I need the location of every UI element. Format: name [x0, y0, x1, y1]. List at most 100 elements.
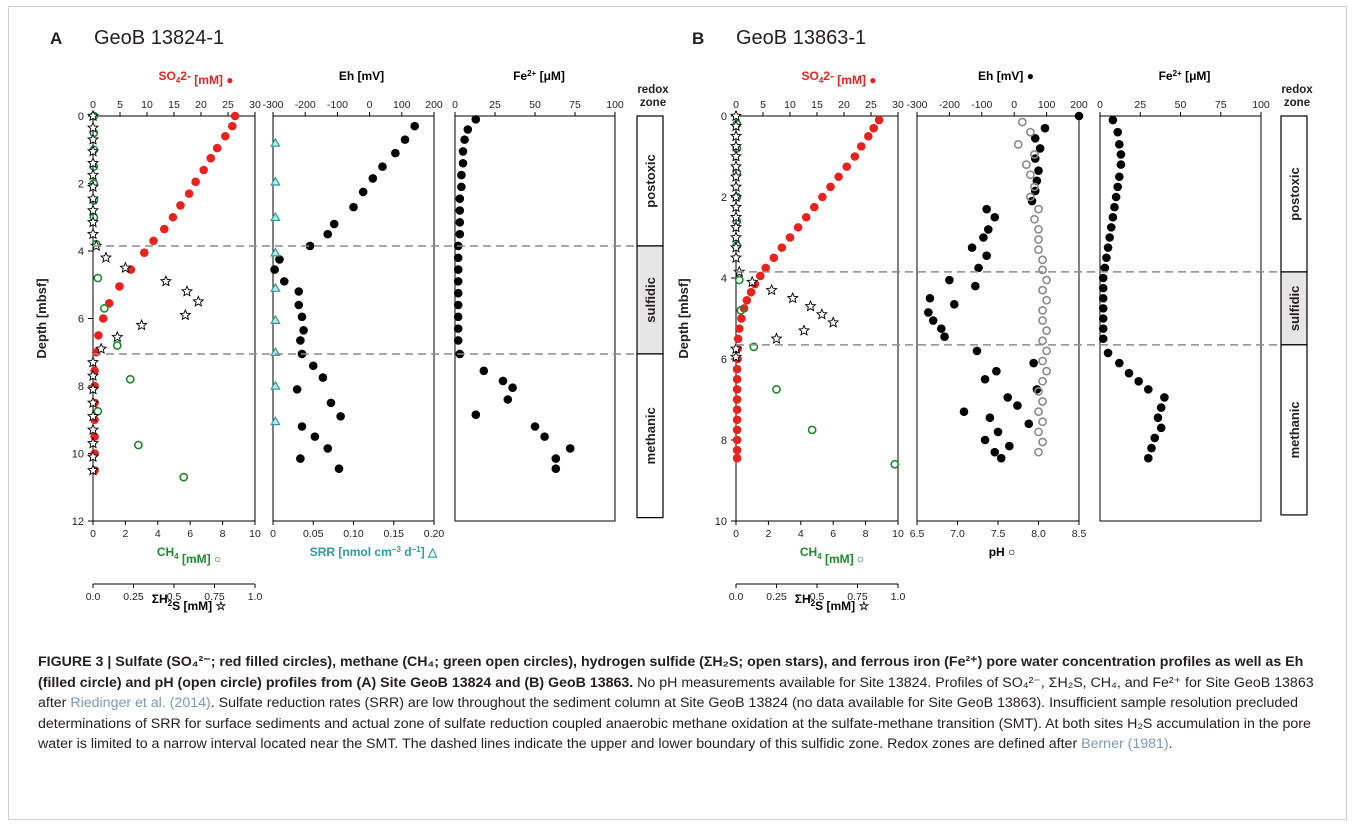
- data-point: [329, 219, 339, 229]
- data-point: [86, 437, 100, 449]
- data-point: [959, 407, 969, 416]
- top-axis-tick-label: 0: [367, 99, 373, 111]
- data-point: [1098, 334, 1108, 344]
- data-point: [180, 285, 194, 297]
- data-point: [1026, 192, 1035, 202]
- top-axis-tick-label: 20: [838, 99, 850, 111]
- bottom-axis-tick-label: 6: [187, 528, 193, 540]
- data-point: [869, 123, 878, 133]
- data-point: [1038, 255, 1047, 265]
- top-axis-tick-label: 100: [606, 99, 624, 111]
- depth-tick-label: 8: [78, 381, 84, 393]
- data-point: [1038, 265, 1047, 275]
- data-point: [1144, 385, 1153, 394]
- top-axis-tick-label: 15: [168, 99, 180, 111]
- data-point: [378, 162, 387, 171]
- series-fe2-: [453, 115, 575, 473]
- data-point: [292, 385, 302, 394]
- top-axis-tick-label: 75: [1215, 99, 1227, 111]
- data-point: [270, 416, 281, 426]
- top-axis-tick-label: 30: [249, 99, 261, 111]
- caption-text-3: .: [1168, 736, 1173, 752]
- data-point: [391, 148, 400, 158]
- data-point: [270, 282, 281, 292]
- data-point: [1102, 253, 1111, 263]
- data-point: [729, 200, 743, 213]
- data-point: [1034, 245, 1043, 255]
- data-point: [453, 300, 463, 310]
- series-srr: [270, 137, 281, 426]
- bottom-axis-tick-label: 0.75: [847, 591, 868, 603]
- data-point: [119, 261, 132, 274]
- data-point: [756, 271, 765, 281]
- data-point: [455, 218, 465, 227]
- data-point: [455, 194, 465, 203]
- bottom-axis-tick-label: 4: [798, 528, 804, 540]
- data-point: [86, 192, 100, 204]
- data-point: [86, 356, 100, 368]
- top-axis-tick-label: 75: [569, 99, 581, 111]
- data-point: [729, 150, 743, 162]
- data-point: [992, 366, 1001, 376]
- data-point: [1108, 115, 1118, 125]
- top-axis-tick-label: -300: [906, 99, 927, 111]
- data-point: [86, 369, 100, 382]
- data-point: [729, 170, 743, 182]
- data-point: [1034, 204, 1043, 214]
- data-point: [98, 314, 108, 323]
- top-axis-tick-label: 50: [529, 99, 541, 111]
- plot-frame: [735, 115, 899, 522]
- data-point: [1116, 150, 1126, 159]
- depth-tick-label: 8: [721, 435, 727, 447]
- series-ch4: [732, 119, 900, 469]
- top-axis-tick-label: 25: [1134, 99, 1146, 111]
- data-point: [864, 131, 873, 141]
- data-point: [793, 223, 803, 232]
- data-point: [1034, 427, 1043, 437]
- so4-axis-title: SO42- [mM] ●: [801, 69, 876, 87]
- data-point: [176, 201, 185, 210]
- data-point: [1026, 127, 1035, 137]
- data-point: [1038, 305, 1047, 315]
- data-point: [86, 168, 100, 181]
- caption-link-berner[interactable]: Berner (1981): [1081, 736, 1169, 752]
- data-point: [270, 380, 281, 390]
- plot-frame: [454, 115, 616, 522]
- top-axis-tick-label: 25: [489, 99, 501, 111]
- data-point: [230, 111, 240, 121]
- bottom-axis-tick-label: 10: [249, 528, 261, 540]
- data-point: [993, 427, 1003, 437]
- redox-zone-box: [1280, 271, 1308, 346]
- ch4-axis-title: CH4 [mM] ○: [157, 545, 221, 566]
- bottom-axis-tick-label: 4: [155, 528, 161, 540]
- data-point: [453, 336, 463, 345]
- data-point: [1034, 224, 1043, 234]
- data-point: [982, 251, 991, 261]
- top-axis-tick-label: 100: [393, 99, 411, 111]
- data-point: [184, 189, 194, 198]
- data-point: [804, 299, 817, 312]
- bottom-axis-tick-label: 2: [765, 528, 771, 540]
- eh-axis-title: Eh [mV]: [339, 69, 384, 83]
- top-axis-tick-label: -100: [327, 99, 348, 111]
- caption-link-riedinger[interactable]: Riedinger et al. (2014): [70, 695, 211, 711]
- panel-site-title: GeoB 13863-1: [736, 27, 866, 49]
- data-point: [349, 202, 358, 212]
- data-point: [179, 308, 192, 321]
- data-point: [729, 350, 743, 363]
- data-point: [1115, 140, 1124, 149]
- fe-axis-title: Fe2+ [μM]: [1159, 69, 1211, 83]
- data-point: [1038, 376, 1047, 386]
- depth-axis-label: Depth [mbsf]: [676, 278, 691, 358]
- redox-zone-label: methanic: [1287, 401, 1302, 458]
- panel-letter: B: [692, 29, 704, 48]
- data-point: [86, 109, 100, 122]
- data-point: [297, 312, 307, 322]
- top-axis-tick-label: 100: [1252, 99, 1270, 111]
- top-axis-tick-label: 10: [784, 99, 796, 111]
- redox-zone-box: [1280, 115, 1308, 273]
- data-point: [1042, 275, 1051, 285]
- data-point: [530, 422, 540, 431]
- data-point: [294, 287, 304, 296]
- data-point: [99, 251, 113, 263]
